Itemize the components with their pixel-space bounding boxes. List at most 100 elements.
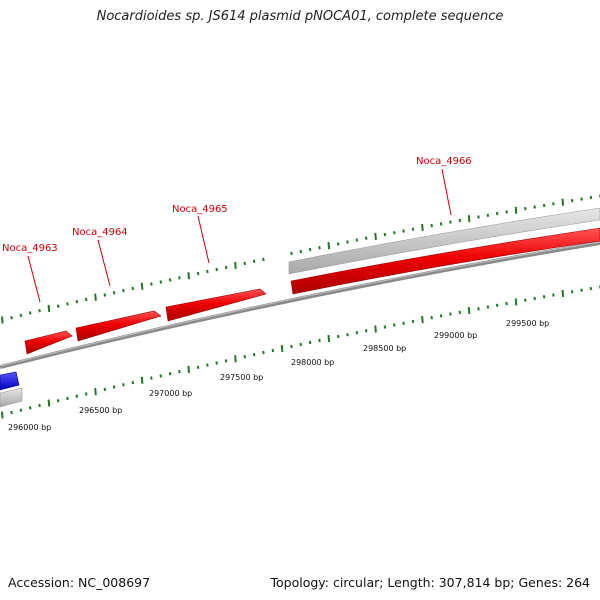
scale-tick-30 (280, 344, 284, 353)
backbone-highlight (0, 241, 600, 367)
outer-tick-32 (299, 249, 303, 254)
scale-tick-36 (336, 334, 340, 339)
tick-label-297000: 297000 bp (149, 389, 192, 398)
outer-tick-9 (84, 297, 88, 302)
scale-tick-15 (140, 376, 144, 384)
outer-tick-63 (589, 195, 593, 200)
outer-tick-55 (514, 206, 518, 214)
outer-tick-39 (364, 236, 368, 240)
gene-label-noca-4964[interactable]: Noca_4964 (72, 227, 128, 238)
outer-tick-40 (374, 232, 377, 240)
outer-tick-2 (19, 313, 23, 317)
outer-tick-28 (262, 257, 265, 262)
gene-labels: Noca_4963 Noca_4964 Noca_4965 Noca_4966 (2, 156, 472, 254)
scale-tick-0 (1, 411, 4, 419)
scale-tick-27 (252, 353, 256, 357)
scale-tick-47 (439, 314, 443, 318)
outer-tick-1 (10, 316, 13, 320)
gene-arrow-noca-4963[interactable] (24, 330, 73, 355)
outer-tick-12 (112, 291, 116, 295)
outer-tick-16 (150, 282, 153, 286)
outer-tick-54 (505, 210, 508, 214)
scale-tick-9 (84, 392, 88, 396)
scale-tick-6 (56, 399, 60, 403)
scale-tick-40 (374, 325, 377, 333)
outer-tick-50 (467, 215, 471, 223)
outer-tick-24 (224, 265, 228, 270)
outer-tick-20 (187, 272, 190, 280)
outer-tick-6 (56, 304, 60, 308)
outer-tick-8 (75, 300, 79, 304)
scale-tick-24 (224, 359, 228, 363)
scale-tick-44 (411, 319, 415, 324)
outer-tick-47 (439, 222, 443, 226)
outer-tick-10 (94, 293, 97, 301)
scale-tick-58 (542, 295, 546, 299)
outer-tick-34 (318, 246, 321, 250)
scale-tick-31 (290, 344, 293, 349)
gene-label-noca-4965[interactable]: Noca_4965 (172, 204, 228, 215)
outer-tick-46 (430, 223, 433, 228)
tick-label-298500: 298500 bp (363, 344, 406, 353)
outer-tick-56 (524, 207, 527, 211)
outer-tick-61 (570, 199, 574, 203)
outer-tick-19 (178, 276, 181, 280)
scale-tick-4 (38, 403, 41, 408)
scale-tick-28 (262, 350, 265, 355)
leader-noca-4964 (97, 239, 111, 287)
outer-tick-11 (103, 293, 107, 297)
scale-tick-59 (552, 293, 555, 297)
outer-tick-38 (355, 238, 359, 242)
map-title: Nocardioides sp. JS614 plasmid pNOCA01, … (96, 9, 504, 24)
outer-tick-37 (346, 240, 349, 244)
outer-tick-51 (477, 215, 480, 219)
scale-tick-11 (103, 387, 107, 391)
scale-tick-12 (112, 385, 116, 389)
outer-tick-13 (122, 288, 125, 293)
outer-tick-49 (458, 218, 462, 223)
scale-tick-13 (122, 383, 125, 387)
scale-tick-3 (28, 406, 32, 410)
scale-tick-56 (524, 298, 527, 302)
scale-tick-ring (1, 285, 600, 419)
scale-tick-46 (430, 316, 433, 320)
scale-tick-55 (514, 298, 518, 306)
outer-tick-36 (336, 242, 340, 246)
outer-tick-0 (1, 316, 4, 324)
outer-tick-62 (580, 197, 583, 201)
scale-tick-33 (308, 340, 312, 345)
scale-tick-57 (533, 296, 536, 301)
scale-tick-22 (206, 363, 209, 367)
gene-label-noca-4966[interactable]: Noca_4966 (416, 156, 472, 167)
leader-noca-4966 (441, 168, 452, 216)
gene-arrow-noca-4964[interactable] (75, 310, 162, 342)
outer-tick-ring (1, 194, 600, 324)
outer-tick-53 (495, 211, 499, 216)
tick-label-299000: 299000 bp (434, 331, 477, 340)
scale-tick-53 (495, 303, 499, 307)
outer-tick-25 (234, 261, 237, 269)
scale-tick-63 (589, 286, 593, 291)
tick-label-297500: 297500 bp (220, 373, 263, 382)
scale-tick-19 (178, 369, 181, 374)
scale-tick-51 (477, 307, 480, 311)
scale-tick-29 (271, 348, 275, 353)
scale-tick-43 (402, 321, 405, 325)
outer-tick-5 (47, 304, 51, 312)
gene-arrow-noca-4966[interactable] (290, 227, 600, 295)
leader-noca-4965 (197, 215, 210, 264)
scale-tick-2 (19, 408, 23, 412)
scale-tick-17 (159, 374, 163, 378)
scale-tick-5 (47, 399, 51, 407)
scale-tick-7 (66, 396, 69, 401)
gene-arrow-noca-4965[interactable] (165, 288, 267, 322)
outer-tick-45 (421, 223, 424, 231)
gene-arrow-blue[interactable] (0, 371, 20, 391)
gene-label-noca-4963[interactable]: Noca_4963 (2, 243, 58, 254)
upper-grey-track (288, 207, 600, 275)
scale-tick-45 (421, 316, 424, 324)
tick-label-299500: 299500 bp (506, 319, 549, 328)
outer-tick-3 (28, 311, 32, 315)
scale-tick-62 (580, 288, 583, 292)
